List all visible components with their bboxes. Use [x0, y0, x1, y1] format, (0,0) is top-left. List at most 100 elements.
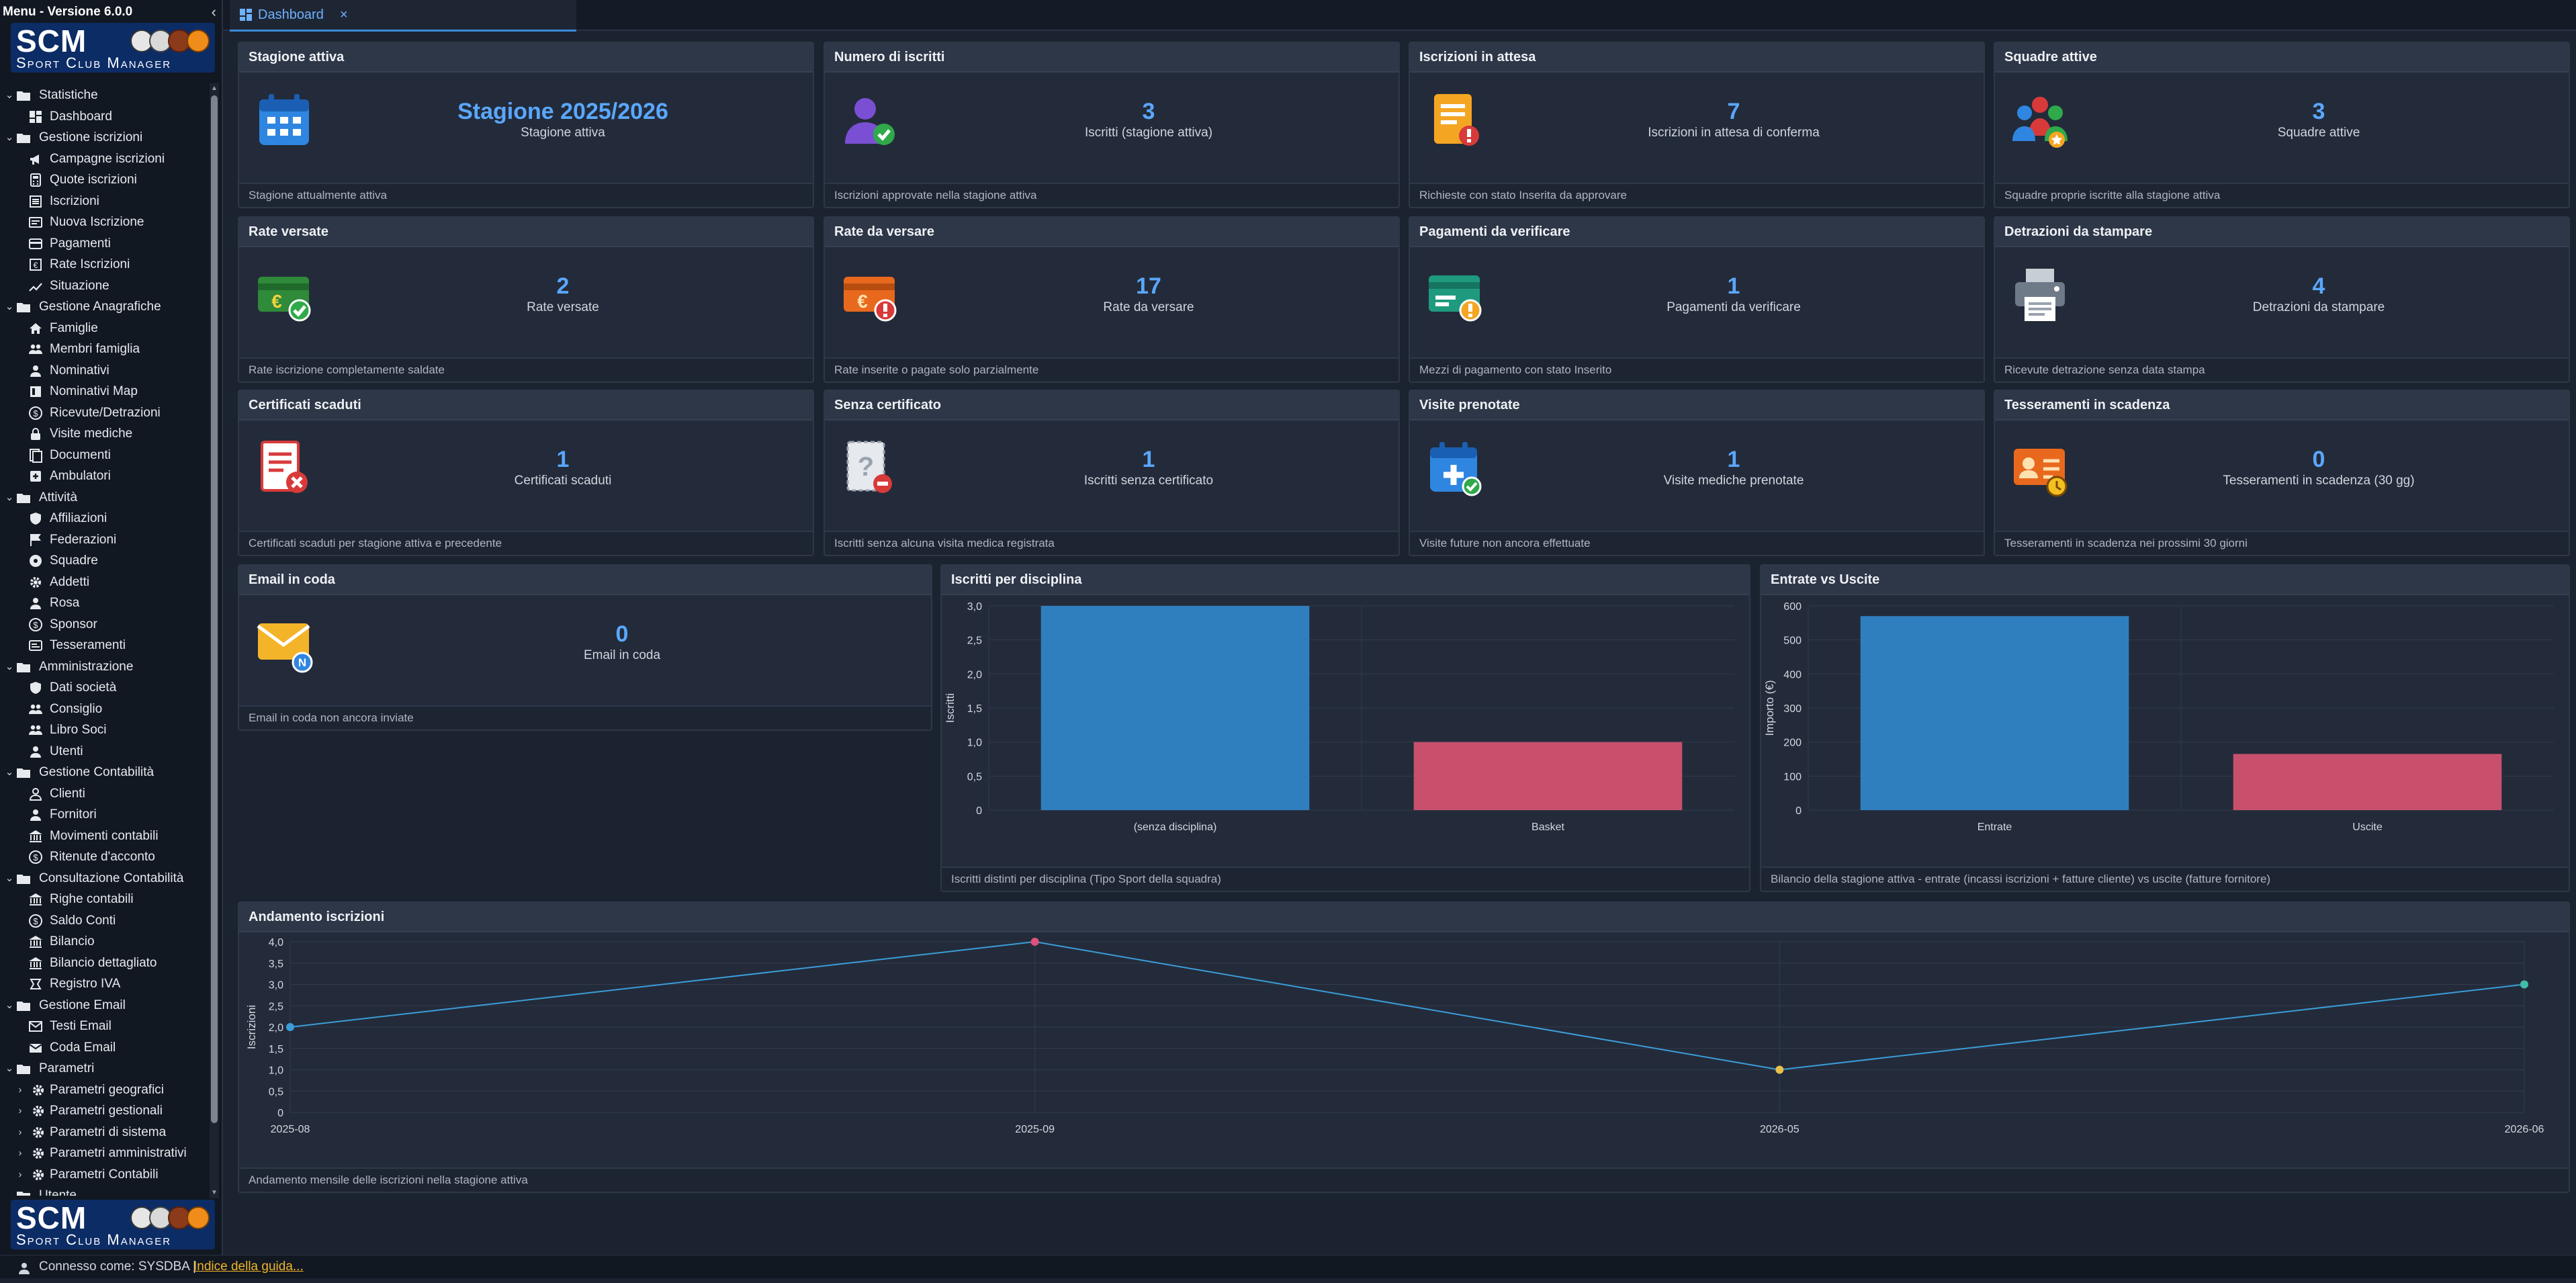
chevron-down-icon[interactable]: ⌄	[5, 132, 14, 143]
item-parametri-geografici[interactable]: › Parametri geografici	[0, 1079, 202, 1100]
item-libro-soci[interactable]: Libro Soci	[0, 719, 202, 740]
group-parametri[interactable]: ⌄ Parametri	[0, 1058, 202, 1079]
item-ambulatori[interactable]: Ambulatori	[0, 466, 202, 486]
item-ritenute-acconto[interactable]: $ Ritenute d'acconto	[0, 846, 202, 867]
item-federazioni[interactable]: Federazioni	[0, 529, 202, 550]
kpi-card[interactable]: Stagione attiva Stagione 2025/2026 Stagion…	[238, 42, 814, 208]
item-parametri-amministrativi[interactable]: › Parametri amministrativi	[0, 1143, 202, 1163]
data-point-1[interactable]	[1030, 938, 1039, 946]
group-utente[interactable]: ⌄ Utente	[0, 1185, 202, 1196]
group-gestione-anagrafiche[interactable]: ⌄ Gestione Anagrafiche	[0, 296, 202, 317]
chevron-down-icon[interactable]: ⌄	[5, 766, 14, 778]
item-iscrizioni[interactable]: Iscrizioni	[0, 191, 202, 212]
item-bilancio[interactable]: Bilancio	[0, 931, 202, 952]
chevron-right-icon[interactable]: ›	[18, 1126, 22, 1138]
close-icon[interactable]: ×	[340, 7, 348, 22]
item-campagne-iscrizioni[interactable]: Campagne iscrizioni	[0, 148, 202, 169]
item-registro-iva[interactable]: Registro IVA	[0, 973, 202, 994]
item-consiglio[interactable]: Consiglio	[0, 699, 202, 719]
item-clienti[interactable]: Clienti	[0, 783, 202, 804]
guide-link[interactable]: Indice della guida...	[193, 1259, 304, 1274]
kpi-card[interactable]: Visite prenotate 1 Visite mediche prenotat…	[1409, 390, 1985, 556]
item-tesseramenti[interactable]: Tesseramenti	[0, 635, 202, 656]
chevron-down-icon[interactable]: ⌄	[5, 999, 14, 1011]
item-bilancio-dettagliato[interactable]: Bilancio dettagliato	[0, 953, 202, 973]
data-point-0[interactable]	[286, 1023, 294, 1031]
bar-1[interactable]	[2233, 754, 2502, 810]
bar-0[interactable]	[1860, 616, 2129, 810]
kpi-card[interactable]: Email in coda N 0 Email in coda Email in cod…	[238, 564, 932, 731]
item-fornitori[interactable]: Fornitori	[0, 804, 202, 825]
item-saldo-conti[interactable]: $ Saldo Conti	[0, 910, 202, 931]
group-gestione-iscrizioni[interactable]: ⌄ Gestione iscrizioni	[0, 127, 202, 148]
kpi-card[interactable]: Numero di iscritti 3 Iscritti (stagione at…	[824, 42, 1400, 208]
tab-dashboard[interactable]: Dashboard ×	[230, 0, 576, 32]
gear-icon	[31, 1146, 46, 1161]
chevron-down-icon[interactable]: ⌄	[5, 301, 14, 312]
chevron-down-icon[interactable]: ⌄	[5, 872, 14, 884]
item-testi-email[interactable]: Testi Email	[0, 1016, 202, 1036]
item-squadre[interactable]: Squadre	[0, 550, 202, 571]
item-pagamenti[interactable]: Pagamenti	[0, 233, 202, 254]
card-title: Rate versate	[249, 224, 328, 239]
item-movimenti-contabili[interactable]: Movimenti contabili	[0, 826, 202, 846]
item-dashboard[interactable]: Dashboard	[0, 106, 202, 127]
item-ricevute-detrazioni[interactable]: $ Ricevute/Detrazioni	[0, 402, 202, 423]
chevron-down-icon[interactable]: ⌄	[5, 491, 14, 503]
kpi-label: Detrazioni da stampare	[2252, 300, 2385, 314]
kpi-card[interactable]: Tesseramenti in scadenza 0 Tesseramenti in…	[1994, 390, 2570, 556]
group-attivita[interactable]: ⌄ Attività	[0, 487, 202, 508]
kpi-card[interactable]: Rate versate €2 Rate versate Rate iscrizion…	[238, 216, 814, 383]
item-documenti[interactable]: Documenti	[0, 445, 202, 466]
item-quote-iscrizioni[interactable]: Quote iscrizioni	[0, 169, 202, 190]
group-amministrazione[interactable]: ⌄ Amministrazione	[0, 656, 202, 677]
group-gestione-contabilita[interactable]: ⌄ Gestione Contabilità	[0, 762, 202, 783]
kpi-card[interactable]: Squadre attive 3 Squadre attive Squadre pro…	[1994, 42, 2570, 208]
group-statistiche[interactable]: ⌄ Statistiche	[0, 85, 202, 105]
item-rosa[interactable]: Rosa	[0, 592, 202, 613]
item-sponsor[interactable]: $ Sponsor	[0, 614, 202, 635]
card-icon	[28, 236, 43, 251]
item-dati-societa[interactable]: Dati società	[0, 677, 202, 698]
sidebar-scrollbar[interactable]: ▲ ▼	[210, 83, 219, 1198]
item-membri-famiglia[interactable]: Membri famiglia	[0, 339, 202, 359]
item-nuova-iscrizione[interactable]: Nuova Iscrizione	[0, 212, 202, 232]
item-parametri-sistema[interactable]: › Parametri di sistema	[0, 1122, 202, 1143]
item-nominativi-map[interactable]: Nominativi Map	[0, 381, 202, 402]
item-affiliazioni[interactable]: Affiliazioni	[0, 508, 202, 529]
item-parametri-gestionali[interactable]: › Parametri gestionali	[0, 1100, 202, 1121]
item-coda-email[interactable]: Coda Email	[0, 1037, 202, 1058]
chevron-right-icon[interactable]: ›	[18, 1105, 22, 1116]
item-parametri-contabili[interactable]: › Parametri Contabili	[0, 1164, 202, 1185]
kpi-card[interactable]: Senza certificato? 1 Iscritti senza certif…	[824, 390, 1400, 556]
item-nominativi[interactable]: Nominativi	[0, 360, 202, 381]
data-point-2[interactable]	[1775, 1065, 1784, 1074]
item-utenti[interactable]: Utenti	[0, 741, 202, 762]
item-righe-contabili[interactable]: Righe contabili	[0, 889, 202, 910]
kpi-card[interactable]: Pagamenti da verificare 1 Pagamenti da ver…	[1409, 216, 1985, 383]
bar-1[interactable]	[1413, 742, 1683, 810]
group-gestione-email[interactable]: ⌄ Gestione Email	[0, 995, 202, 1016]
data-point-3[interactable]	[2520, 980, 2528, 989]
y-tick-label: 600	[1783, 601, 1802, 613]
kpi-card[interactable]: Detrazioni da stampare 4 Detrazioni da sta…	[1994, 216, 2570, 383]
kpi-card[interactable]: Certificati scaduti 1 Certificati scaduti C…	[238, 390, 814, 556]
chevron-down-icon[interactable]: ⌄	[5, 89, 14, 101]
item-situazione[interactable]: Situazione	[0, 275, 202, 296]
item-addetti[interactable]: Addetti	[0, 572, 202, 592]
kpi-card[interactable]: Rate da versare €17 Rate da versare Rate in…	[824, 216, 1400, 383]
chevron-down-icon[interactable]: ⌄	[5, 1190, 14, 1196]
chevron-down-icon[interactable]: ⌄	[5, 660, 14, 672]
bar-0[interactable]	[1040, 606, 1310, 810]
folder-icon	[16, 88, 31, 103]
chevron-right-icon[interactable]: ›	[18, 1083, 22, 1096]
chevron-right-icon[interactable]: ›	[18, 1168, 22, 1180]
item-visite-mediche[interactable]: Visite mediche	[0, 423, 202, 444]
group-consultazione-contabilita[interactable]: ⌄ Consultazione Contabilità	[0, 868, 202, 889]
chevron-down-icon[interactable]: ⌄	[5, 1063, 14, 1074]
chevron-left-icon[interactable]: ‹	[211, 3, 216, 20]
chevron-right-icon[interactable]: ›	[18, 1147, 22, 1159]
item-famiglie[interactable]: Famiglie	[0, 318, 202, 339]
item-rate-iscrizioni[interactable]: € Rate Iscrizioni	[0, 254, 202, 275]
kpi-card[interactable]: Iscrizioni in attesa 7 Iscrizioni in attes…	[1409, 42, 1985, 208]
